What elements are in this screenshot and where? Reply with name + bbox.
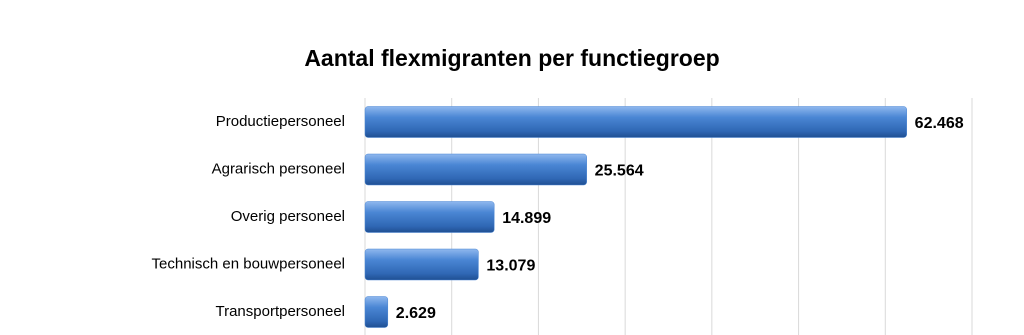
bar: [364, 106, 907, 138]
value-label: 13.079: [486, 258, 535, 275]
bar: [364, 296, 389, 328]
bar: [364, 201, 495, 233]
category-label: Agrarisch personeel: [212, 160, 345, 177]
value-label: 62.468: [915, 115, 964, 132]
value-label: 25.564: [595, 163, 644, 180]
bar: [364, 248, 479, 281]
chart-title: Aantal flexmigranten per functiegroep: [304, 45, 719, 71]
value-label: 2.629: [396, 305, 436, 322]
bar: [364, 153, 587, 186]
category-label: Productiepersoneel: [216, 113, 345, 130]
category-label: Transportpersoneel: [215, 303, 345, 320]
value-label: 14.899: [502, 210, 551, 227]
category-label: Technisch en bouwpersoneel: [152, 255, 345, 272]
category-label: Overig personeel: [231, 208, 345, 225]
